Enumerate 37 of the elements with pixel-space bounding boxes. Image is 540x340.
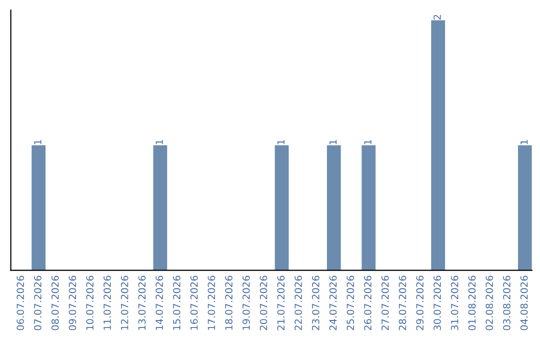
x-tick-label: 24.07.2026	[329, 276, 337, 330]
x-tick-label: 12.07.2026	[120, 276, 128, 330]
data-label: 1	[34, 140, 42, 144]
x-tick-label: 23.07.2026	[312, 276, 320, 330]
x-tick-label: 07.07.2026	[34, 276, 42, 330]
data-label: 1	[277, 140, 284, 144]
x-tick-label: 26.07.2026	[364, 276, 372, 330]
x-tick-label: 02.08.2026	[486, 276, 494, 330]
x-tick-label: 16.07.2026	[190, 276, 198, 330]
x-tick-label: 11.07.2026	[104, 276, 111, 330]
data-label: 1	[520, 140, 528, 144]
x-tick-label: 30.07.2026	[434, 276, 441, 330]
x-tick-label: 20.07.2026	[260, 276, 268, 330]
x-tick-label: 04.08.2026	[520, 276, 528, 330]
x-tick-label: 22.07.2026	[294, 276, 302, 330]
x-tick-label: 27.07.2026	[381, 276, 389, 330]
data-label: 2	[434, 14, 441, 20]
x-tick-label: 03.08.2026	[503, 276, 510, 330]
x-tick-label: 15.07.2026	[173, 276, 180, 330]
x-tick-label: 18.07.2026	[225, 276, 232, 330]
x-tick-label: 06.07.2026	[16, 276, 24, 330]
x-tick-label: 01.08.2026	[468, 276, 476, 330]
x-tick-label: 21.07.2026	[277, 276, 285, 330]
x-tick-label: 28.07.2026	[398, 276, 406, 330]
x-tick-label: 08.07.2026	[51, 276, 59, 330]
x-tick-label: 09.07.2026	[68, 276, 76, 330]
data-label: 1	[329, 140, 337, 144]
x-tick-label: 19.07.2026	[242, 276, 250, 330]
x-tick-label: 13.07.2026	[138, 276, 146, 330]
data-label: 1	[156, 140, 163, 144]
x-tick-label: 29.07.2026	[416, 276, 424, 330]
data-label: 1	[364, 140, 372, 144]
x-tick-label: 14.07.2026	[156, 276, 164, 330]
x-tick-label: 25.07.2026	[346, 276, 354, 330]
x-tick-label: 17.07.2026	[208, 276, 216, 330]
x-tick-label: 10.07.2026	[86, 276, 94, 330]
x-tick-label: 31.07.2026	[450, 276, 458, 330]
